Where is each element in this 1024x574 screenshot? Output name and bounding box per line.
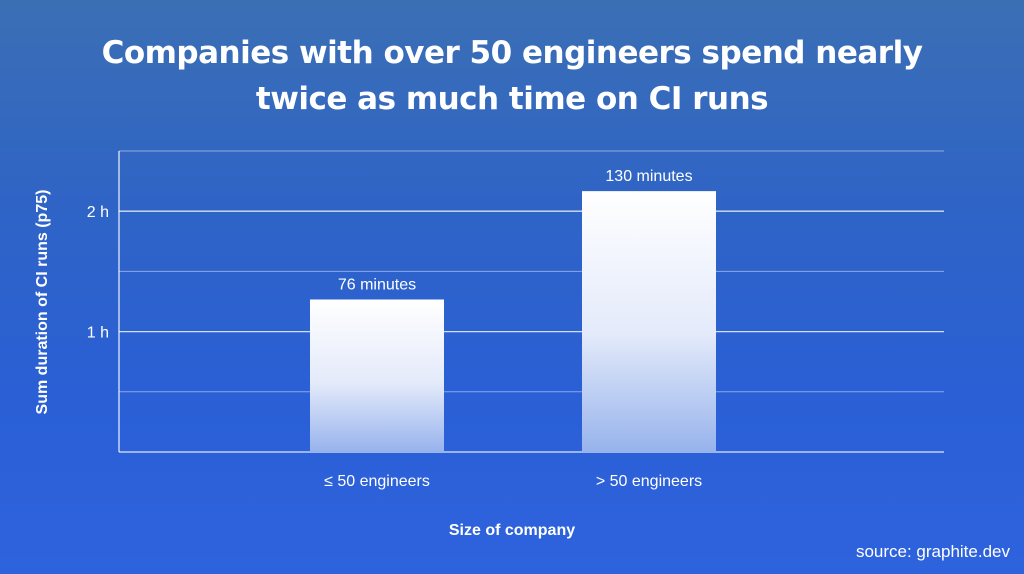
grid-lines (118, 150, 944, 453)
chart-title-line-1: Companies with over 50 engineers spend n… (101, 35, 923, 71)
bar-value-label: 76 minutes (338, 276, 416, 293)
bar (310, 299, 444, 452)
y-tick-label: 1 h (87, 325, 109, 342)
x-axis-title: Size of company (449, 522, 575, 539)
x-tick-label: > 50 engineers (596, 473, 702, 490)
y-axis-title: Sum duration of CI runs (p75) (34, 190, 51, 415)
labels: 1 h 2 h 76 minutes ≤ 50 engineers 130 minute… (34, 168, 702, 539)
chart-title-line-2: twice as much time on CI runs (255, 81, 769, 117)
y-tick-label: 2 h (87, 204, 109, 221)
x-tick-label: ≤ 50 engineers (324, 473, 430, 490)
chart-title: Companies with over 50 engineers spend n… (0, 30, 1024, 122)
source-note: source: graphite.dev (855, 542, 1010, 561)
bar (582, 191, 716, 452)
bar-value-label: 130 minutes (605, 168, 692, 185)
bars (310, 191, 716, 452)
